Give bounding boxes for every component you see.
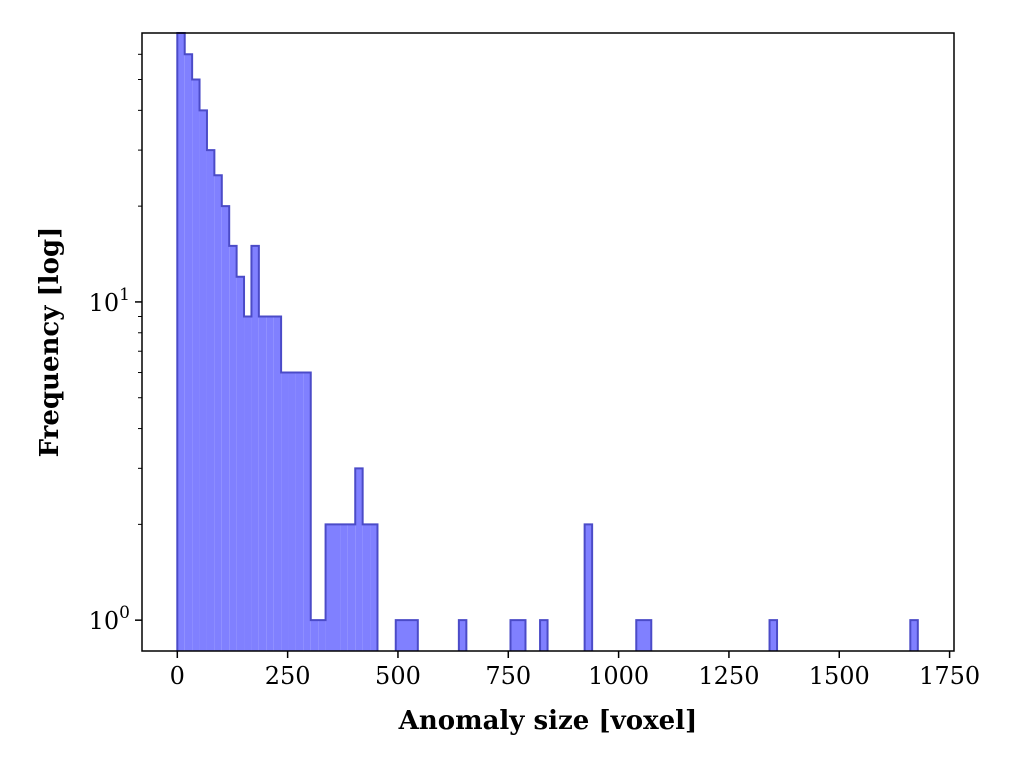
histogram-bar: [244, 316, 252, 651]
histogram-bar: [332, 524, 341, 651]
histogram-bar: [340, 524, 348, 651]
histogram-bar: [318, 620, 326, 651]
histogram-bar: [325, 524, 333, 651]
histogram-bar: [303, 372, 311, 651]
axis-ticks: 0 250 500 750 1000 1250 1500 1750 100 101: [89, 53, 980, 690]
x-tick-label: 750: [485, 662, 531, 690]
x-tick-label: 1250: [698, 662, 759, 690]
histogram-bar: [540, 620, 548, 651]
y-tick-label: 101: [89, 285, 130, 317]
histogram-bar: [214, 175, 222, 651]
histogram-bar: [221, 206, 230, 651]
histogram-bar: [192, 79, 200, 651]
histogram-bar: [584, 524, 593, 651]
x-tick-label: 1750: [919, 662, 980, 690]
histogram-bar: [184, 54, 193, 651]
histogram-bar: [229, 245, 237, 651]
histogram-bar: [199, 110, 207, 651]
x-tick-label: 1000: [588, 662, 649, 690]
x-tick-label: 250: [265, 662, 311, 690]
histogram-bar: [266, 316, 274, 651]
plot-frame: [141, 32, 955, 652]
x-tick-label: 500: [375, 662, 421, 690]
histogram-bar: [310, 620, 319, 651]
histogram-bar: [177, 33, 185, 651]
histogram-bar: [258, 316, 267, 651]
histogram-bar: [288, 372, 296, 651]
y-axis-title: Frequency [log]: [35, 227, 65, 458]
histogram-bar: [636, 620, 652, 651]
histogram-bar: [251, 245, 259, 651]
histogram-bar: [236, 276, 245, 651]
histogram-bar: [769, 620, 778, 651]
histogram-bar: [206, 150, 215, 651]
histogram-outline: [176, 32, 919, 651]
histogram-bar: [510, 620, 526, 651]
histogram-bar: [362, 524, 371, 651]
x-tick-label: 1500: [809, 662, 870, 690]
x-axis-title: Anomaly size [voxel]: [398, 706, 698, 736]
histogram-bar: [395, 620, 418, 651]
y-tick-label: 100: [89, 603, 130, 635]
histogram-bar: [347, 524, 356, 651]
histogram-bar: [458, 620, 467, 651]
histogram-bar: [370, 524, 378, 651]
histogram-bar: [295, 372, 304, 651]
histogram-bar: [281, 372, 289, 651]
x-tick-label: 0: [170, 662, 185, 690]
histogram-bar: [273, 316, 282, 651]
histogram-bar: [355, 468, 363, 651]
histogram-bars: [177, 33, 918, 651]
histogram-bar: [910, 620, 918, 651]
